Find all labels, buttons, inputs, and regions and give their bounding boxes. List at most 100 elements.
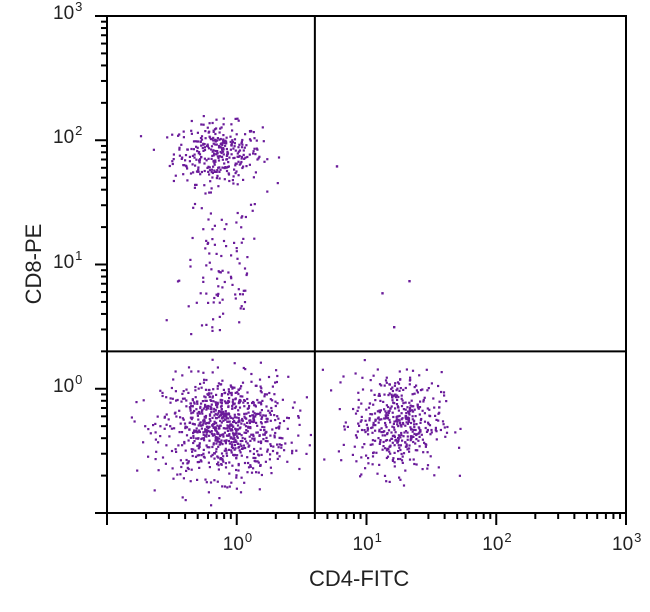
event-dot [176, 398, 179, 402]
event-dot [237, 392, 240, 396]
event-dot [244, 289, 247, 292]
event-dot [187, 305, 190, 308]
event-dot [174, 448, 177, 451]
event-dot [184, 427, 187, 430]
event-dot [398, 389, 401, 392]
event-dot [261, 126, 264, 129]
event-dot [192, 148, 195, 151]
event-dot [222, 239, 226, 243]
event-dot [387, 410, 390, 413]
event-dot [206, 446, 209, 449]
event-dot [223, 178, 226, 181]
event-dot [229, 140, 232, 143]
event-dot [212, 149, 215, 152]
event-dot [443, 394, 446, 397]
event-dot [209, 180, 212, 183]
event-dot [212, 410, 216, 413]
event-dot [196, 412, 199, 415]
event-dot [183, 442, 186, 445]
event-dot [228, 442, 231, 445]
event-dot [223, 167, 226, 170]
event-dot [172, 179, 175, 183]
event-dot [233, 138, 237, 141]
event-dot [206, 126, 209, 129]
event-dot [260, 417, 263, 420]
event-dot [385, 414, 388, 417]
event-dot [219, 419, 222, 422]
event-dot [205, 444, 208, 447]
event-dot [226, 420, 229, 423]
event-dot [246, 421, 249, 424]
event-dot [399, 457, 402, 461]
event-dot [201, 424, 204, 427]
event-dot [210, 145, 214, 148]
event-dot [204, 434, 207, 437]
event-dot [266, 450, 269, 453]
event-dot [338, 408, 341, 411]
x-tick-label: 102 [482, 530, 511, 556]
event-dot [215, 450, 218, 453]
event-dot [210, 157, 213, 160]
event-dot [212, 400, 215, 403]
event-dot [200, 386, 203, 389]
event-dot [171, 160, 174, 163]
event-dot [378, 428, 381, 431]
event-dot [246, 155, 249, 159]
event-dot [198, 444, 201, 447]
event-dot [266, 417, 269, 420]
event-dot [359, 420, 362, 423]
event-dot [410, 437, 413, 440]
event-dot [220, 394, 223, 397]
event-dot [190, 370, 193, 373]
event-dot [356, 430, 359, 433]
event-dot [214, 149, 217, 153]
event-dot [240, 385, 243, 388]
event-dot [207, 157, 210, 160]
event-dot [428, 408, 431, 411]
event-dot [196, 437, 200, 440]
event-dot [297, 416, 300, 419]
event-dot [381, 434, 384, 437]
event-dot [172, 158, 175, 161]
event-dot [239, 491, 243, 494]
event-dot [197, 152, 200, 155]
event-dot [376, 417, 380, 420]
event-dot [442, 423, 445, 426]
event-dot [228, 420, 231, 423]
event-dot [204, 399, 207, 402]
event-dot [199, 424, 202, 427]
event-dot [374, 439, 377, 442]
event-dot [406, 406, 409, 409]
event-dot [192, 448, 195, 451]
event-dot [244, 368, 247, 371]
event-dot [185, 469, 188, 472]
event-dot [407, 412, 410, 415]
event-dot [360, 428, 364, 432]
event-dot [232, 157, 235, 160]
event-dot [430, 431, 433, 434]
event-dot [153, 489, 156, 492]
event-dot [371, 439, 374, 442]
event-dot [264, 439, 267, 443]
event-dot [202, 422, 205, 425]
event-dot [248, 435, 251, 438]
event-dot [207, 392, 210, 395]
event-dot [186, 148, 189, 151]
event-dot [233, 145, 236, 148]
event-dot [212, 426, 215, 429]
event-dot [253, 147, 256, 150]
event-dot [383, 430, 386, 433]
event-dot [222, 435, 225, 438]
event-dot [193, 156, 196, 159]
event-dot [239, 451, 242, 454]
event-dot [236, 152, 239, 155]
event-dot [274, 400, 277, 403]
event-dot [228, 397, 231, 400]
event-dot [408, 408, 411, 411]
event-dot [240, 305, 243, 308]
event-dot [414, 428, 417, 432]
event-dot [184, 449, 187, 452]
event-dot [220, 441, 223, 444]
event-dot [216, 401, 219, 404]
event-dot [273, 436, 276, 439]
